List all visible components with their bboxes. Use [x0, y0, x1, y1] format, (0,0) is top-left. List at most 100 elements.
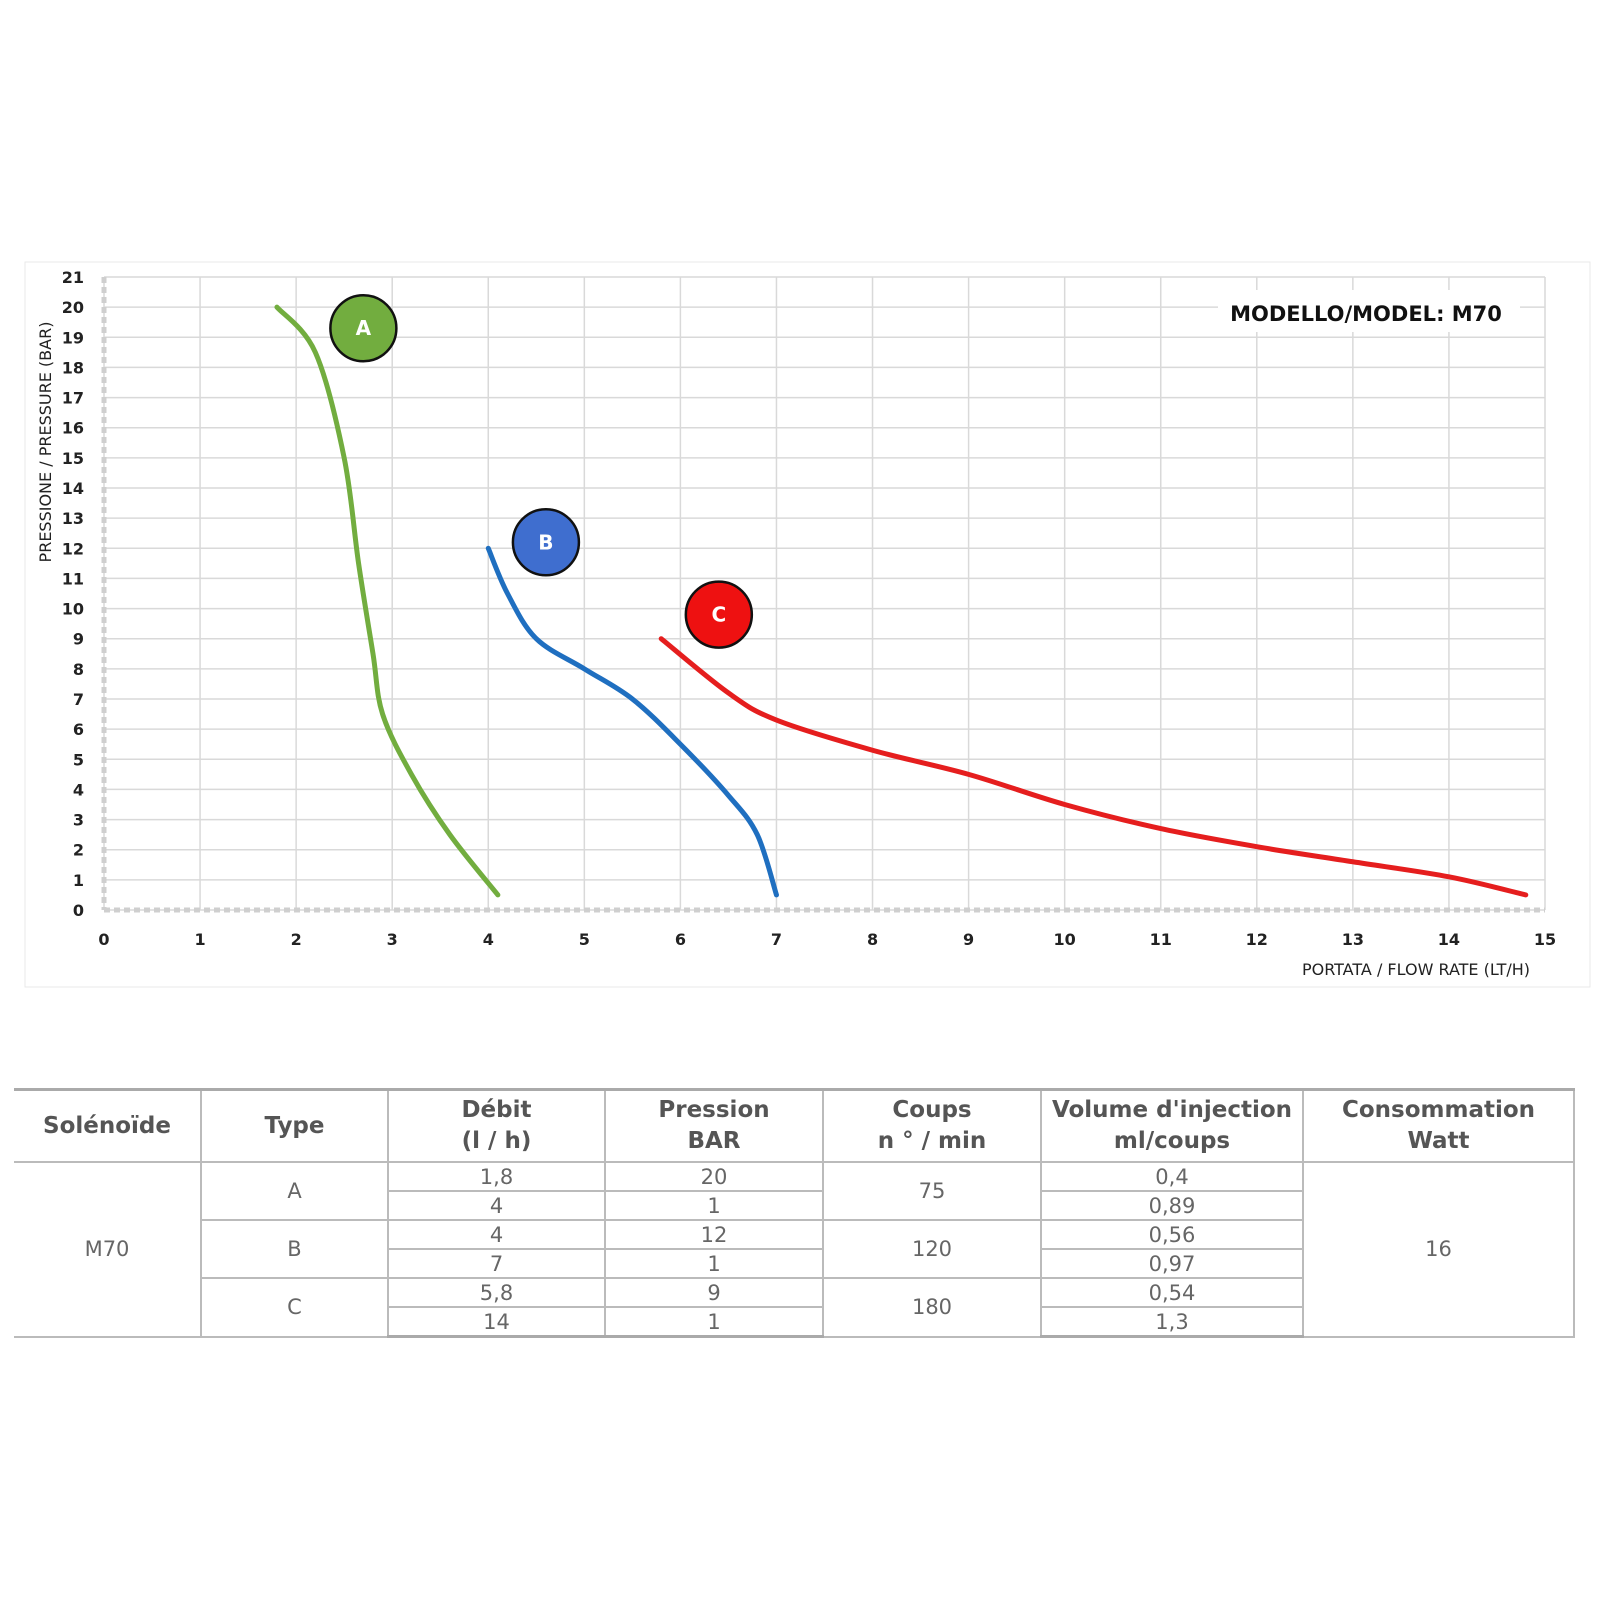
y-tick-label: 5: [73, 750, 84, 769]
header-consommation: Consommation Watt: [1302, 1088, 1575, 1163]
cell-type-c: C: [200, 1277, 389, 1338]
chart-title: MODELLO/MODEL: M70: [1230, 302, 1502, 326]
model-label-background: [1218, 290, 1520, 332]
y-tick-label: 8: [73, 660, 84, 679]
header-type: Type: [200, 1088, 389, 1163]
x-tick-label: 12: [1246, 930, 1268, 949]
x-tick-label: 14: [1438, 930, 1460, 949]
header-solenoide: Solénoïde: [14, 1088, 202, 1163]
header-pression: Pression BAR: [604, 1088, 824, 1163]
series-badge-c: C: [684, 580, 754, 649]
cell-debit: 14: [387, 1306, 606, 1338]
x-tick-label: 13: [1342, 930, 1364, 949]
y-tick-label: 14: [62, 479, 84, 498]
y-tick-label: 16: [62, 419, 84, 438]
table-row: 14 1 1,3: [14, 1306, 1574, 1338]
y-tick-label: 9: [73, 630, 84, 649]
cell-type-b: B: [200, 1219, 389, 1279]
x-tick-label: 11: [1150, 930, 1172, 949]
x-tick-label: 7: [771, 930, 782, 949]
badge-label: B: [538, 530, 553, 554]
cell-volume: 0,97: [1040, 1248, 1304, 1279]
y-tick-label: 20: [62, 298, 84, 317]
cell-coups-a: 75: [822, 1161, 1042, 1221]
table-row: C 5,8 9 180 0,54: [14, 1277, 1574, 1338]
y-tick-label: 7: [73, 690, 84, 709]
y-axis-title: PRESSIONE / PRESSURE (BAR): [36, 322, 55, 563]
series-line-b: [485, 545, 779, 898]
series-badges: A B C: [329, 293, 754, 649]
header-debit: Débit (l / h): [387, 1088, 606, 1163]
y-tick-label: 6: [73, 720, 84, 739]
y-tick-label: 11: [62, 569, 84, 588]
y-tick-label: 18: [62, 358, 84, 377]
cell-pression: 9: [604, 1277, 824, 1308]
tick-labels: 0 1 2 3 4 5 6 7 8 9 10 11 12 13 14 15012345678910111213…: [62, 268, 1556, 949]
x-tick-label: 9: [963, 930, 974, 949]
cell-pression: 12: [604, 1219, 824, 1250]
x-tick-label: 15: [1534, 930, 1556, 949]
series-lines: [274, 304, 1529, 898]
table-row: M70 A 1,8 20 75 0,4 16: [14, 1161, 1575, 1338]
badge-label: A: [356, 316, 372, 340]
table-row: B 4 12 120 0,56: [14, 1219, 1574, 1279]
y-tick-label: 2: [73, 841, 84, 860]
cell-volume: 0,56: [1040, 1219, 1304, 1250]
cell-volume: 0,4: [1040, 1161, 1304, 1192]
grid: [101, 276, 1546, 913]
x-tick-label: 8: [867, 930, 878, 949]
y-tick-label: 4: [73, 780, 84, 799]
table-row: 4 1 0,89: [14, 1190, 1574, 1221]
chart-frame: [24, 261, 1591, 988]
cell-debit: 5,8: [387, 1277, 606, 1308]
x-tick-label: 6: [675, 930, 686, 949]
cell-type-a: A: [200, 1161, 389, 1221]
x-tick-label: 0: [98, 930, 109, 949]
cell-coups-b: 120: [822, 1219, 1042, 1279]
x-tick-label: 2: [291, 930, 302, 949]
badge-circle: [511, 508, 581, 577]
header-coups: Coups n ° / min: [822, 1088, 1042, 1163]
series-line-a: [274, 304, 501, 898]
y-tick-label: 13: [62, 509, 84, 528]
cell-debit: 4: [387, 1190, 606, 1221]
y-tick-label: 17: [62, 389, 84, 408]
cell-pression: 1: [604, 1306, 824, 1338]
y-tick-label: 21: [62, 268, 84, 287]
cell-pression: 1: [604, 1190, 824, 1221]
cell-consommation: 16: [1302, 1161, 1575, 1338]
cell-volume: 0,89: [1040, 1190, 1304, 1221]
table-header-row: Solénoïde Type Débit (l / h) Pression BA…: [14, 1088, 1575, 1163]
header-volume: Volume d'injection ml/coups: [1040, 1088, 1304, 1163]
cell-pression: 20: [604, 1161, 824, 1192]
cell-volume: 1,3: [1040, 1306, 1304, 1338]
y-tick-label: 3: [73, 811, 84, 830]
y-tick-label: 19: [62, 328, 84, 347]
cell-coups-c: 180: [822, 1277, 1042, 1338]
y-tick-label: 10: [62, 600, 84, 619]
cell-debit: 4: [387, 1219, 606, 1250]
pressure-flow-chart: ABC 0 1 2 3 4 5 6 7 8 9 10 11 12 13 14 1501234567891011…: [24, 261, 1591, 988]
x-tick-label: 10: [1054, 930, 1076, 949]
cell-model: M70: [14, 1161, 202, 1338]
x-tick-label: 4: [483, 930, 494, 949]
x-tick-label: 1: [194, 930, 205, 949]
badge-label: C: [711, 603, 726, 627]
badge-circle: [329, 293, 398, 363]
series-badge-b: B: [511, 508, 581, 577]
x-tick-label: 3: [387, 930, 398, 949]
series-line-c: [658, 636, 1529, 898]
badge-circle: [684, 580, 754, 649]
series-badge-a: A: [329, 293, 398, 363]
x-axis-title: PORTATA / FLOW RATE (LT/H): [1302, 960, 1530, 979]
y-tick-label: 0: [73, 901, 84, 920]
y-tick-label: 12: [62, 539, 84, 558]
y-tick-label: 1: [73, 871, 84, 890]
x-tick-label: 5: [579, 930, 590, 949]
table-row: 7 1 0,97: [14, 1248, 1574, 1279]
cell-pression: 1: [604, 1248, 824, 1279]
y-tick-label: 15: [62, 449, 84, 468]
specification-table: Solénoïde Type Débit (l / h) Pression BA…: [14, 1088, 1575, 1338]
cell-debit: 7: [387, 1248, 606, 1279]
cell-debit: 1,8: [387, 1161, 606, 1192]
